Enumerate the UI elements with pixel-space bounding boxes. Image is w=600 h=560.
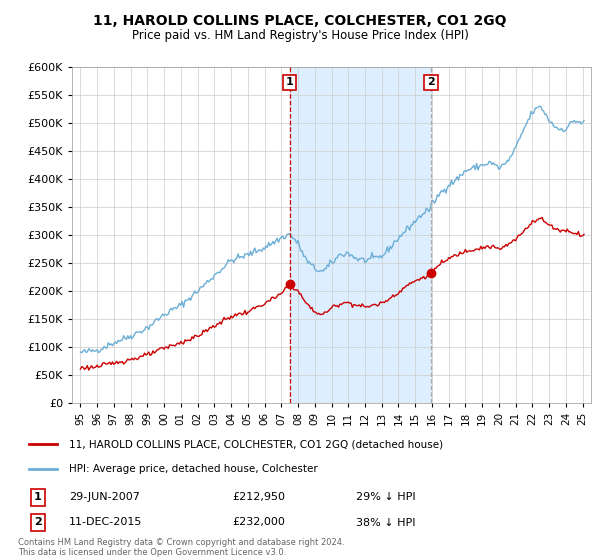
Text: Contains HM Land Registry data © Crown copyright and database right 2024.
This d: Contains HM Land Registry data © Crown c… bbox=[18, 538, 344, 557]
Text: 29% ↓ HPI: 29% ↓ HPI bbox=[356, 492, 416, 502]
Text: 38% ↓ HPI: 38% ↓ HPI bbox=[356, 517, 416, 528]
Text: 2: 2 bbox=[427, 77, 435, 87]
Text: £232,000: £232,000 bbox=[232, 517, 285, 528]
Text: 29-JUN-2007: 29-JUN-2007 bbox=[69, 492, 140, 502]
Text: 11-DEC-2015: 11-DEC-2015 bbox=[69, 517, 142, 528]
Text: £212,950: £212,950 bbox=[232, 492, 286, 502]
Text: HPI: Average price, detached house, Colchester: HPI: Average price, detached house, Colc… bbox=[69, 464, 317, 474]
Text: 11, HAROLD COLLINS PLACE, COLCHESTER, CO1 2GQ: 11, HAROLD COLLINS PLACE, COLCHESTER, CO… bbox=[93, 14, 507, 28]
Text: 11, HAROLD COLLINS PLACE, COLCHESTER, CO1 2GQ (detached house): 11, HAROLD COLLINS PLACE, COLCHESTER, CO… bbox=[69, 439, 443, 449]
Text: 1: 1 bbox=[34, 492, 41, 502]
Text: Price paid vs. HM Land Registry's House Price Index (HPI): Price paid vs. HM Land Registry's House … bbox=[131, 29, 469, 42]
Text: 1: 1 bbox=[286, 77, 293, 87]
Bar bbox=[290, 67, 431, 403]
Text: 2: 2 bbox=[34, 517, 41, 528]
